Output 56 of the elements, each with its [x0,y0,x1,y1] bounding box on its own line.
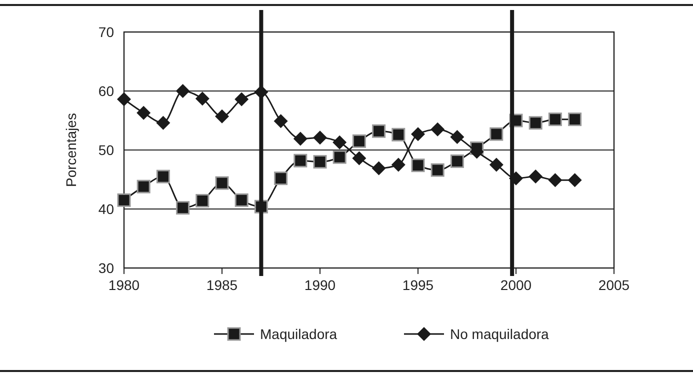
x-tick-label: 2005 [598,277,630,293]
point [293,132,308,146]
point [489,158,504,172]
point [430,122,445,136]
y-axis-title: Porcentajes [63,113,79,187]
point [313,130,327,145]
point [490,127,504,141]
y-tick-label: 50 [98,142,114,158]
point [411,127,425,142]
point [352,151,366,166]
point [332,135,347,150]
point [176,201,190,215]
x-tick-label: 1995 [402,277,434,293]
y-tick-label: 60 [98,83,114,99]
point [313,155,327,169]
point [372,124,386,138]
point [117,193,131,207]
point [392,128,406,142]
point [528,170,543,184]
point [352,134,366,148]
point [156,116,170,130]
y-tick-label: 40 [98,201,114,217]
point [195,92,210,106]
x-tick-label: 1980 [108,277,140,293]
point [332,150,346,164]
point [450,130,464,144]
point [215,176,229,190]
point [176,84,190,98]
point [568,173,582,188]
point [294,154,308,168]
point [196,194,210,208]
point [234,92,249,106]
point [136,180,150,194]
point [568,112,582,126]
point [117,92,131,106]
point [450,154,464,168]
x-tick-label: 1990 [304,277,336,293]
point [528,116,542,130]
legend-label: No maquiladora [450,326,550,342]
x-tick-label: 2000 [500,277,532,293]
point [548,173,562,188]
x-tick-label: 1985 [206,277,238,293]
y-tick-label: 70 [98,24,114,40]
point [156,170,170,184]
point [274,172,288,186]
point [411,158,425,172]
legend-label: Maquiladora [260,326,338,342]
point [234,193,248,207]
point [215,109,229,124]
point [548,112,562,126]
y-tick-label: 30 [98,260,114,276]
point [274,114,288,128]
point [136,106,151,120]
point [372,161,386,176]
point [391,158,406,172]
point [430,163,444,177]
